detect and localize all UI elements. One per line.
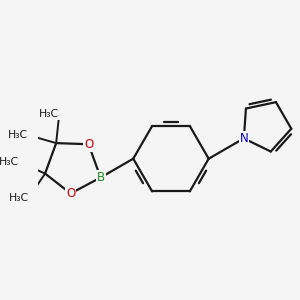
Text: H₃C: H₃C bbox=[39, 109, 59, 119]
Text: H₃C: H₃C bbox=[0, 157, 19, 167]
Text: N: N bbox=[239, 132, 248, 145]
Text: O: O bbox=[66, 187, 75, 200]
Text: B: B bbox=[97, 171, 105, 184]
Text: H₃C: H₃C bbox=[9, 193, 29, 202]
Text: O: O bbox=[84, 138, 93, 151]
Text: H₃C: H₃C bbox=[8, 130, 28, 140]
